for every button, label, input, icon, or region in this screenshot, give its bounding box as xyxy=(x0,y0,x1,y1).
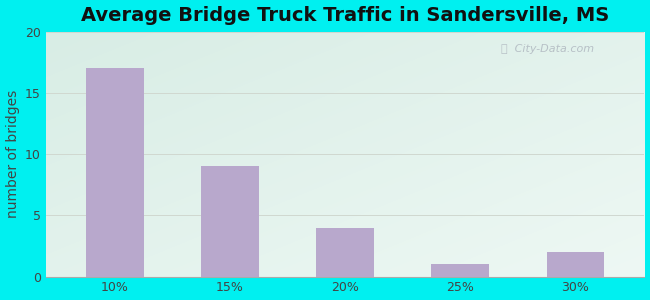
Bar xyxy=(202,167,259,277)
Bar xyxy=(86,68,144,277)
Y-axis label: number of bridges: number of bridges xyxy=(6,90,20,218)
Bar xyxy=(317,228,374,277)
Text: ⓘ  City-Data.com: ⓘ City-Data.com xyxy=(500,44,594,54)
Bar xyxy=(432,264,489,277)
Title: Average Bridge Truck Traffic in Sandersville, MS: Average Bridge Truck Traffic in Sandersv… xyxy=(81,6,609,25)
Bar xyxy=(547,252,604,277)
